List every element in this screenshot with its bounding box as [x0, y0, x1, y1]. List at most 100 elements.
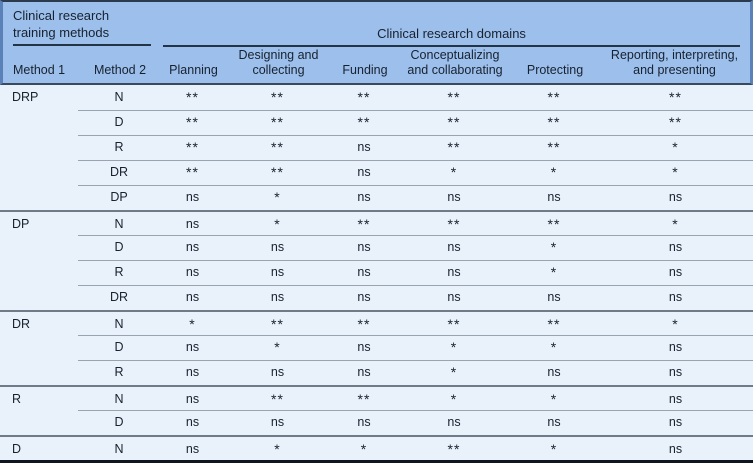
table-header: Clinical research training methods Clini… [0, 0, 753, 85]
significance-cell: ** [547, 114, 561, 130]
method2-cell: R [114, 365, 124, 379]
method2-cell: N [114, 317, 124, 331]
significance-cell: ** [447, 89, 461, 105]
significance-cell: * [672, 316, 679, 332]
significance-cell: ns [668, 265, 683, 279]
group-header-research-domains: Clinical research domains [377, 26, 526, 41]
significance-cell: ** [669, 114, 682, 130]
significance-cell: ** [357, 316, 371, 332]
table-row: DR ** ** ns * * * [0, 160, 753, 185]
method2-cell: D [114, 240, 124, 254]
significance-cell: ns [447, 240, 461, 254]
significance-cell: ** [271, 164, 284, 180]
column-header-funding: Funding [342, 63, 388, 77]
significance-cell: ns [668, 365, 683, 379]
significance-cell: * [274, 189, 281, 205]
significance-cell: ns [270, 290, 285, 304]
method2-cell: R [114, 265, 124, 279]
method1-cell [0, 235, 78, 260]
column-header-method1: Method 1 [13, 63, 66, 77]
method1-cell [0, 185, 78, 210]
significance-cell: ns [185, 190, 200, 204]
significance-cell: ** [271, 316, 284, 332]
significance-cell: ns [357, 365, 371, 379]
significance-cell: * [550, 339, 558, 355]
significance-cell: ** [447, 139, 461, 155]
significance-cell: ** [447, 114, 461, 130]
significance-cell: ns [357, 290, 371, 304]
column-header-method2: Method 2 [93, 63, 147, 77]
significance-cell: ns [547, 365, 561, 379]
significance-cell: ns [357, 340, 371, 354]
significance-cell: ** [271, 89, 284, 105]
significance-cell: * [274, 339, 281, 355]
significance-cell: * [672, 139, 679, 155]
significance-cell: ** [186, 139, 199, 155]
significance-cell: ns [547, 290, 561, 304]
method2-cell: D [114, 115, 124, 129]
significance-cell: ** [271, 391, 284, 407]
significance-cell: ns [270, 365, 285, 379]
method2-cell: R [114, 140, 124, 154]
significance-cell: * [450, 364, 458, 380]
table-body: DRP N ** ** ** ** ** ** D ** ** ** ** ** ** R ** ** ns ** **… [0, 85, 753, 460]
method1-cell: D [12, 442, 22, 456]
method1-cell [0, 360, 78, 385]
significance-cell: ns [270, 240, 285, 254]
significance-cell: ns [357, 165, 371, 179]
significance-cell: ** [447, 441, 461, 457]
column-header-designing: Designing and collecting [238, 48, 319, 77]
table-row: R ** ** ns ** ** * [0, 135, 753, 160]
significance-cell: ** [547, 316, 561, 332]
significance-cell: * [450, 164, 458, 180]
method1-cell [0, 335, 78, 360]
significance-cell: * [550, 239, 558, 255]
significance-cell: ** [547, 89, 561, 105]
table-row: DR N * ** ** ** ** * [0, 310, 753, 335]
table-row: D ** ** ** ** ** ** [0, 110, 753, 135]
group-header-training-methods: Clinical research training methods [13, 8, 110, 40]
column-header-protecting: Protecting [526, 63, 584, 77]
method1-cell [0, 260, 78, 285]
method1-cell [0, 285, 78, 310]
significance-cell: * [550, 264, 558, 280]
column-header-conceptualizing: Conceptualizing and collaborating [407, 48, 503, 77]
significance-cell: ** [447, 216, 461, 232]
significance-cell: ns [668, 415, 683, 429]
significance-cell: ns [357, 265, 371, 279]
significance-cell: ns [185, 365, 200, 379]
method2-cell: DR [109, 290, 129, 304]
significance-cell: ** [547, 216, 561, 232]
significance-cell: ns [668, 290, 683, 304]
significance-cell: ** [547, 139, 561, 155]
significance-cell: ns [547, 190, 561, 204]
method1-cell: DRP [12, 90, 39, 104]
significance-cell: ** [447, 316, 461, 332]
significance-cell: ns [185, 442, 200, 456]
significance-cell: ** [186, 89, 199, 105]
significance-cell: ns [668, 240, 683, 254]
significance-cell: ns [185, 217, 200, 231]
method2-cell: D [114, 340, 124, 354]
method1-cell [0, 160, 78, 185]
significance-cell: ns [185, 415, 200, 429]
significance-cell: ns [357, 240, 371, 254]
table-row: DP ns * ns ns ns ns [0, 185, 753, 210]
significance-cell: ** [271, 114, 284, 130]
significance-cell: ** [357, 391, 371, 407]
significance-cell: ** [357, 216, 371, 232]
significance-cell: ns [185, 392, 200, 406]
significance-cell: * [550, 164, 558, 180]
method1-cell [0, 135, 78, 160]
significance-cell: ** [669, 89, 682, 105]
significance-cell: ns [357, 415, 371, 429]
training-methods-underline [13, 44, 151, 46]
significance-cell: ns [447, 265, 461, 279]
significance-cell: ns [447, 290, 461, 304]
